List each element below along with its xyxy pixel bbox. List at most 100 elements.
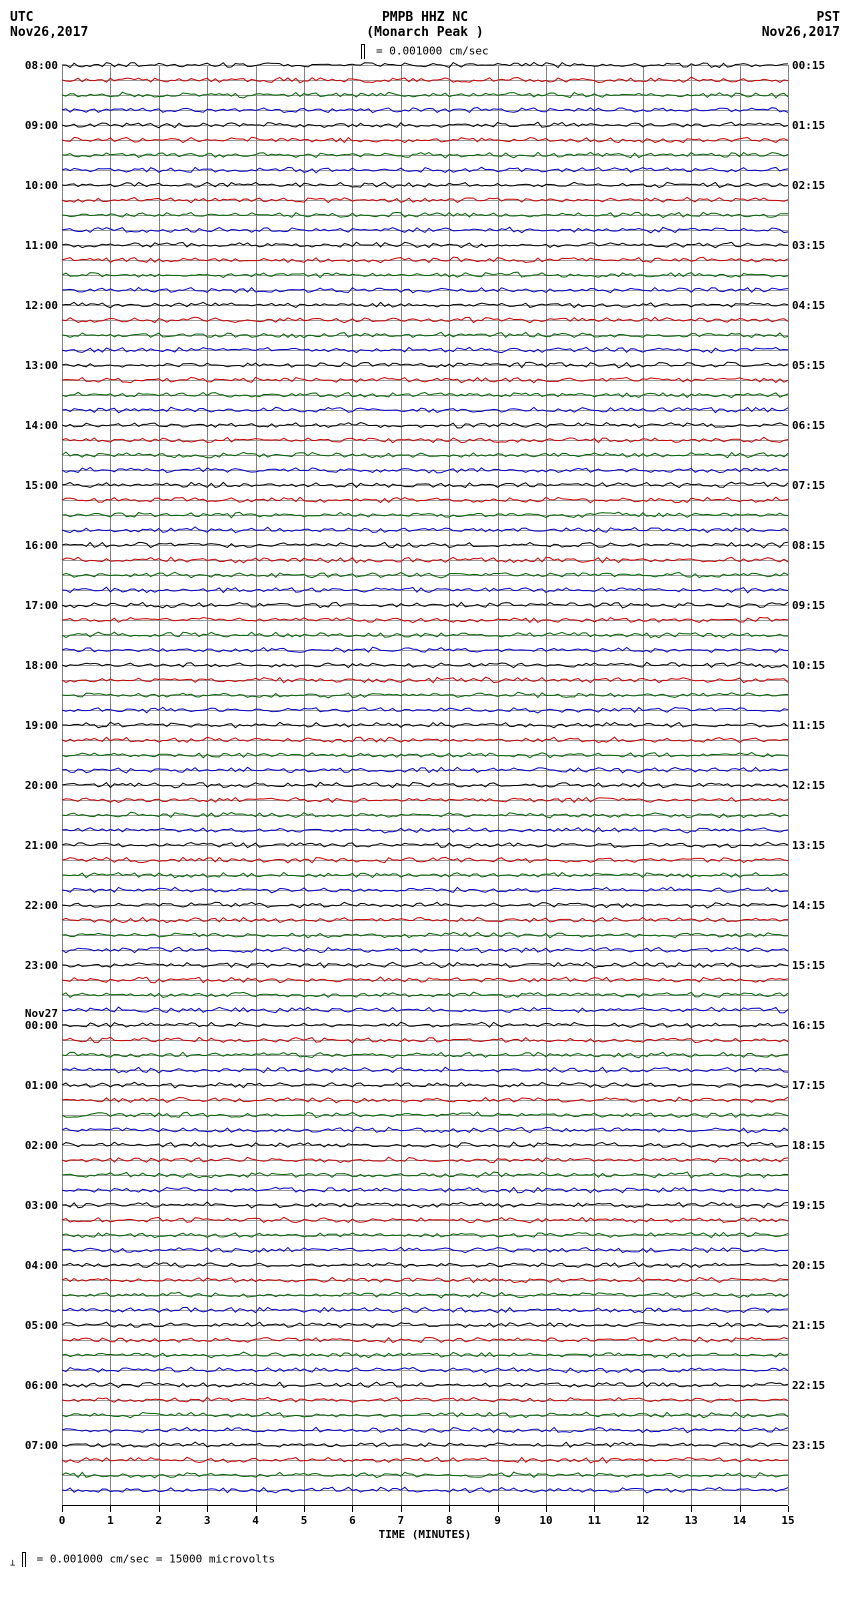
x-tick-label: 3 [204,1514,211,1527]
pst-time-label: 17:15 [792,1079,840,1092]
pst-label: PST [720,10,840,25]
trace-waveform [62,119,788,131]
utc-time-label: 19:00 [10,719,58,732]
trace-waveform [62,1139,788,1151]
x-tick-label: 10 [539,1514,552,1527]
header: UTC Nov26,2017 PMPB HHZ NC (Monarch Peak… [10,10,840,59]
utc-time-label: 10:00 [10,179,58,192]
trace-waveform [62,1379,788,1391]
trace-waveform [62,644,788,656]
pst-time-label: 02:15 [792,179,840,192]
trace-waveform [62,749,788,761]
trace-waveform [62,449,788,461]
trace-waveform [62,149,788,161]
trace-waveform [62,1319,788,1331]
utc-time-label: 05:00 [10,1319,58,1332]
trace-waveform [62,74,788,86]
trace-waveform [62,1304,788,1316]
trace-waveform [62,1154,788,1166]
pst-time-label: 01:15 [792,119,840,132]
x-tick [594,1506,595,1512]
utc-time-label: 11:00 [10,239,58,252]
trace-waveform [62,1439,788,1451]
x-tick [449,1506,450,1512]
trace-waveform [62,299,788,311]
x-tick-label: 6 [349,1514,356,1527]
utc-time-label: 13:00 [10,359,58,372]
trace-waveform [62,1034,788,1046]
pst-time-label: 14:15 [792,899,840,912]
trace-waveform [62,1394,788,1406]
trace-waveform [62,854,788,866]
trace-waveform [62,914,788,926]
trace-waveform [62,1019,788,1031]
x-tick [546,1506,547,1512]
trace-waveform [62,179,788,191]
trace-waveform [62,509,788,521]
utc-time-label: 17:00 [10,599,58,612]
utc-time-label: 21:00 [10,839,58,852]
trace-waveform [62,929,788,941]
utc-time-label: 20:00 [10,779,58,792]
pst-time-label: 23:15 [792,1439,840,1452]
trace-waveform [62,89,788,101]
trace-waveform [62,1469,788,1481]
trace-waveform [62,1364,788,1376]
pst-time-label: 18:15 [792,1139,840,1152]
pst-time-label: 00:15 [792,59,840,72]
station-id: PMPB HHZ NC [130,10,720,25]
trace-waveform [62,1274,788,1286]
x-tick-label: 0 [59,1514,66,1527]
trace-waveform [62,569,788,581]
trace-waveform [62,1079,788,1091]
trace-waveform [62,629,788,641]
trace-waveform [62,959,788,971]
trace-waveform [62,1424,788,1436]
utc-time-label: 03:00 [10,1199,58,1212]
trace-waveform [62,1049,788,1061]
day-boundary-label: Nov27 [10,1007,58,1020]
x-tick-label: 15 [781,1514,794,1527]
scale-note: = 0.001000 cm/sec [130,44,720,59]
scale-bar-icon [361,44,365,59]
x-tick-label: 11 [588,1514,601,1527]
trace-waveform [62,1484,788,1496]
trace-waveform [62,1349,788,1361]
trace-waveform [62,479,788,491]
trace-waveform [62,719,788,731]
x-tick [159,1506,160,1512]
trace-waveform [62,224,788,236]
pst-time-label: 22:15 [792,1379,840,1392]
trace-waveform [62,899,788,911]
utc-time-label: 14:00 [10,419,58,432]
x-tick [256,1506,257,1512]
trace-waveform [62,1229,788,1241]
pst-time-label: 05:15 [792,359,840,372]
pst-time-label: 13:15 [792,839,840,852]
footer-text: = 0.001000 cm/sec = 15000 microvolts [37,1553,275,1566]
x-tick [62,1506,63,1512]
trace-waveform [62,1124,788,1136]
trace-waveform [62,764,788,776]
trace-waveform [62,674,788,686]
x-tick-label: 8 [446,1514,453,1527]
trace-waveform [62,1259,788,1271]
trace-waveform [62,434,788,446]
x-tick [691,1506,692,1512]
utc-time-label: 07:00 [10,1439,58,1452]
x-axis-title: TIME (MINUTES) [379,1528,472,1541]
trace-waveform [62,1064,788,1076]
x-tick-label: 4 [252,1514,259,1527]
trace-waveform [62,824,788,836]
trace-waveform [62,734,788,746]
plot-wrap: 08:0009:0010:0011:0012:0013:0014:0015:00… [10,65,840,1505]
station-name: (Monarch Peak ) [130,25,720,40]
trace-waveform [62,494,788,506]
trace-waveform [62,419,788,431]
trace-waveform [62,989,788,1001]
trace-waveform [62,884,788,896]
trace-waveform [62,359,788,371]
trace-waveform [62,524,788,536]
trace-waveform [62,944,788,956]
trace-waveform [62,464,788,476]
